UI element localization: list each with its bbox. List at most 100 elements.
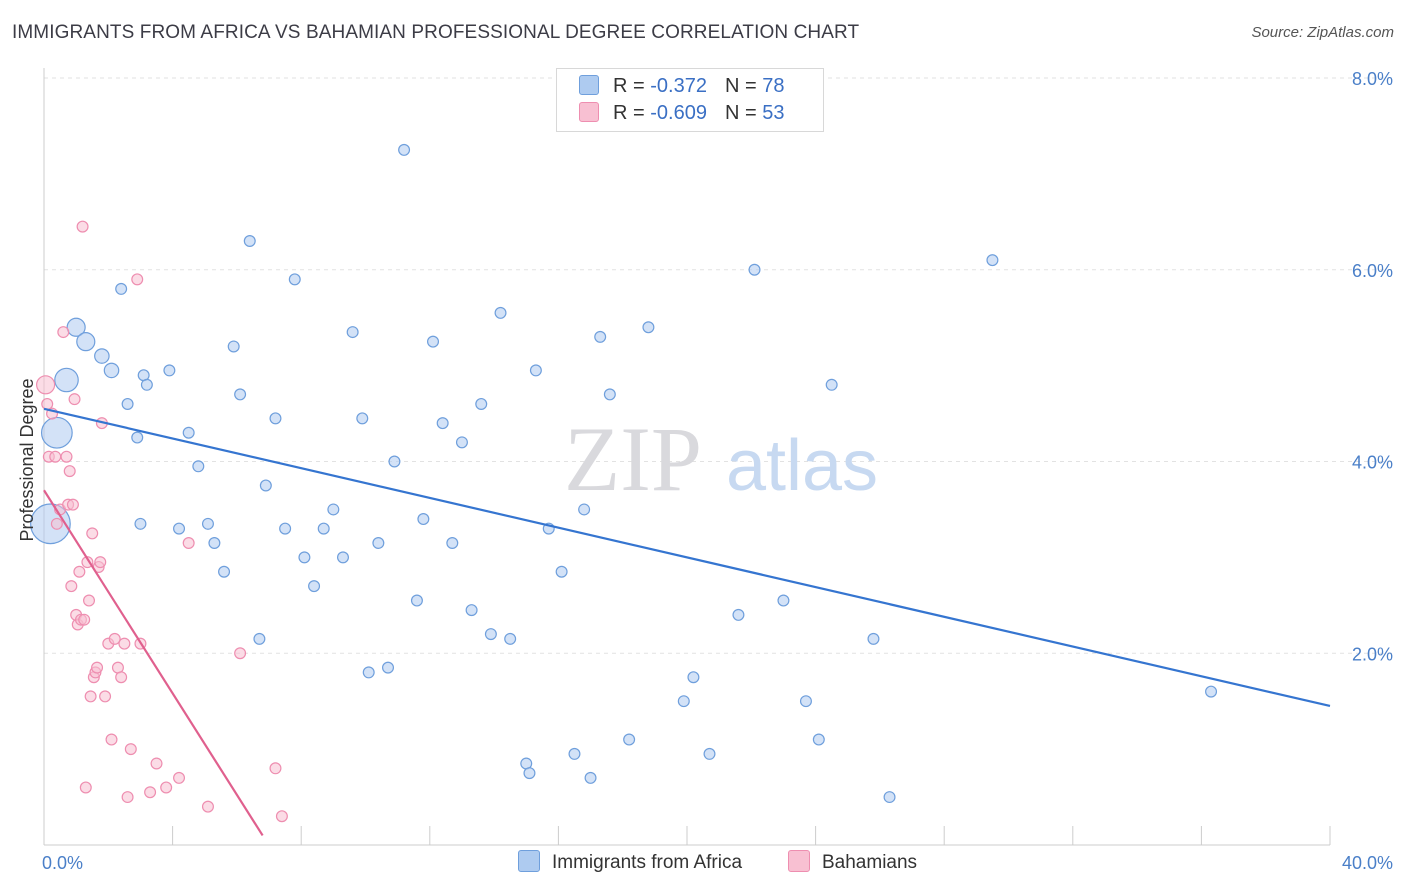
legend-r-label: R = (613, 102, 651, 124)
africa-point-31 (327, 503, 340, 516)
africa-point-48 (484, 628, 497, 641)
africa-point-40 (410, 594, 423, 607)
bahamian-point-13 (68, 393, 81, 406)
legend-row-immigrants-from-africa: R = -0.372 N = 78 (579, 74, 784, 101)
africa-point-38 (388, 455, 401, 468)
africa-point-20 (227, 340, 240, 353)
legend-item-bahamians[interactable]: Bahamians (788, 850, 917, 874)
africa-point-41 (417, 513, 430, 526)
africa-point-47 (475, 397, 488, 410)
watermark-zip: ZIP (564, 408, 702, 510)
bahamian-point-33 (105, 733, 118, 746)
source-credit: Source: ZipAtlas.com (1251, 24, 1394, 41)
bahamian-point-22 (83, 594, 96, 607)
x-tick-label-1: 40.0% (1342, 853, 1393, 873)
africa-point-5 (94, 348, 110, 364)
bahamian-trend-line (43, 489, 264, 837)
legend-item-immigrants-from-africa[interactable]: Immigrants from Africa (518, 850, 743, 874)
africa-point-33 (346, 326, 359, 339)
bahamian-point-20 (79, 781, 92, 794)
africa-point-39 (398, 143, 411, 156)
africa-point-10 (134, 517, 147, 530)
legend-swatch-blue (579, 74, 599, 95)
africa-point-7 (115, 282, 128, 295)
legend-n-label: N = (724, 102, 763, 124)
africa-point-13 (163, 364, 176, 377)
bahamian-point-39 (124, 743, 137, 756)
y-tick-label-0: 2.0% (1352, 644, 1393, 664)
africa-point-32 (336, 551, 349, 564)
bahamian-point-12 (66, 498, 79, 511)
africa-point-59 (594, 330, 607, 343)
africa-point-62 (623, 733, 636, 746)
africa-point-75 (986, 254, 999, 267)
bahamian-point-43 (150, 757, 163, 770)
series-bahamians (36, 86, 626, 823)
africa-point-27 (288, 273, 301, 286)
series-immigrants-from-africa (30, 91, 1218, 804)
bahamian-point-47 (201, 800, 214, 813)
africa-point-2 (54, 367, 79, 393)
legend-swatch-blue (518, 850, 540, 872)
africa-point-71 (812, 733, 825, 746)
bahamian-point-40 (131, 273, 144, 286)
africa-point-30 (317, 522, 330, 535)
bahamian-point-0 (36, 375, 56, 395)
bahamian-point-37 (118, 637, 131, 650)
africa-point-45 (455, 436, 468, 449)
africa-point-55 (555, 565, 568, 578)
gridlines (44, 77, 1392, 654)
africa-point-67 (732, 608, 745, 621)
africa-point-66 (703, 747, 716, 760)
africa-point-37 (382, 661, 395, 674)
x-tick-label-0: 0.0% (42, 853, 83, 873)
bahamian-point-24 (86, 527, 99, 540)
africa-point-53 (529, 364, 542, 377)
y-tick-label-1: 4.0% (1352, 453, 1393, 473)
bahamian-point-11 (65, 580, 78, 593)
africa-point-19 (218, 565, 231, 578)
africa-point-16 (192, 460, 205, 473)
bahamian-point-29 (94, 556, 107, 569)
bahamian-point-49 (269, 762, 282, 775)
africa-point-22 (243, 234, 256, 247)
bahamian-point-18 (76, 220, 89, 233)
legend-label: Immigrants from Africa (552, 852, 743, 874)
bahamian-point-23 (84, 690, 97, 703)
africa-point-36 (372, 536, 385, 549)
africa-point-8 (121, 397, 134, 410)
africa-point-46 (465, 604, 478, 617)
africa-point-35 (362, 666, 375, 679)
bahamian-point-48 (234, 647, 247, 660)
legend-n-label: N = (724, 75, 763, 97)
africa-point-73 (867, 632, 880, 645)
africa-point-74 (883, 791, 896, 804)
series-legend: Immigrants from Africa Bahamians (0, 850, 1406, 878)
legend-row-bahamians: R = -0.609 N = 53 (579, 101, 784, 128)
africa-point-43 (436, 417, 449, 430)
africa-point-57 (578, 503, 591, 516)
africa-point-49 (494, 306, 507, 319)
africa-point-15 (182, 426, 195, 439)
trend-lines (43, 407, 1331, 837)
africa-point-9 (131, 431, 144, 444)
bahamian-point-8 (60, 450, 73, 463)
africa-point-34 (356, 412, 369, 425)
africa-point-29 (308, 580, 321, 593)
africa-point-23 (253, 632, 266, 645)
bahamian-point-5 (50, 517, 63, 530)
y-tick-label-2: 6.0% (1352, 261, 1393, 281)
africa-point-17 (201, 517, 214, 530)
africa-point-42 (427, 335, 440, 348)
y-tick-label-3: 8.0% (1352, 69, 1393, 89)
bahamian-point-10 (63, 465, 76, 478)
africa-point-24 (259, 479, 272, 492)
bahamian-point-16 (73, 565, 86, 578)
bahamian-point-19 (78, 613, 91, 626)
bahamian-point-36 (115, 671, 128, 684)
africa-point-1 (40, 416, 73, 449)
africa-point-68 (748, 263, 761, 276)
africa-point-6 (103, 362, 120, 379)
bahamian-point-46 (182, 536, 195, 549)
